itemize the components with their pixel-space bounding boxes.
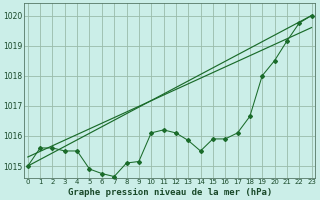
X-axis label: Graphe pression niveau de la mer (hPa): Graphe pression niveau de la mer (hPa) [68, 188, 272, 197]
